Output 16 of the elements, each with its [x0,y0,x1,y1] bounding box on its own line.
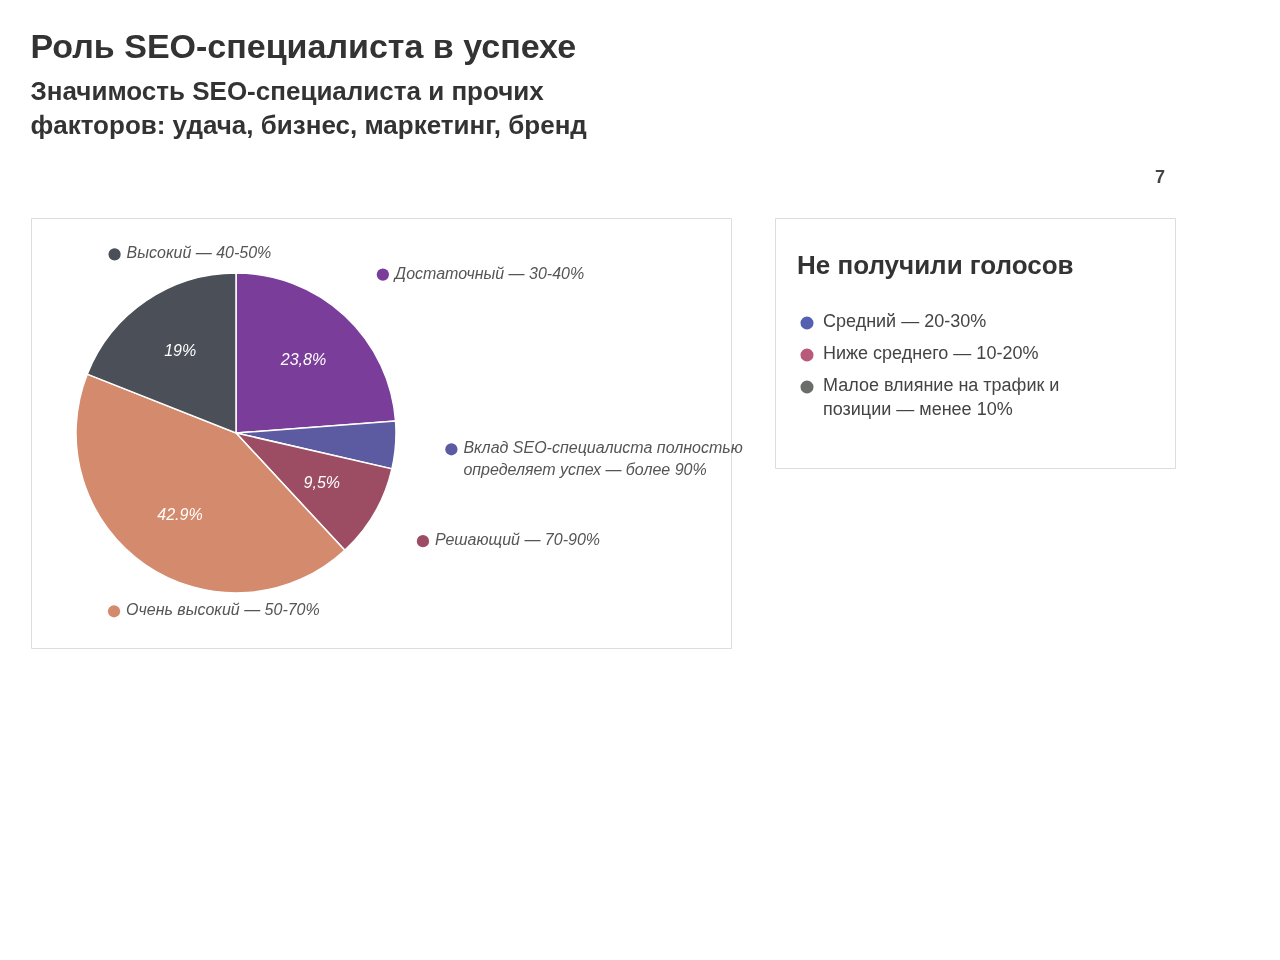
legend-label: Высокий — 40-50% [126,244,272,262]
legend-label: Достаточный — 30-40% [392,264,585,282]
legend-label: Вклад SEO-специалиста полностью определяет успех — более 90% [463,439,743,479]
category-label: Малое влияние на трафик и позиции — менее 10% [823,375,1060,419]
chart-subtitle: Значимость SEO-специалиста и прочих факторов: удача, бизнес, маркетинг, бренд [30,75,588,140]
data-label: 19% [164,341,197,359]
data-label: 23,8% [279,351,327,369]
data-label: 42.9% [157,505,203,523]
category-label: Ниже среднего — 10-20% [823,343,1039,363]
data-label: 9,5% [303,473,341,491]
chart-title: Роль SEO-специалиста в успехе [30,26,577,65]
text: 7 [1154,167,1165,187]
legend-label: Решающий — 70-90% [434,531,601,549]
category-label: Средний — 20-30% [823,311,987,331]
legend-label: Очень высокий — 50-70% [126,601,320,619]
text: Не получили голосов [797,250,1074,280]
